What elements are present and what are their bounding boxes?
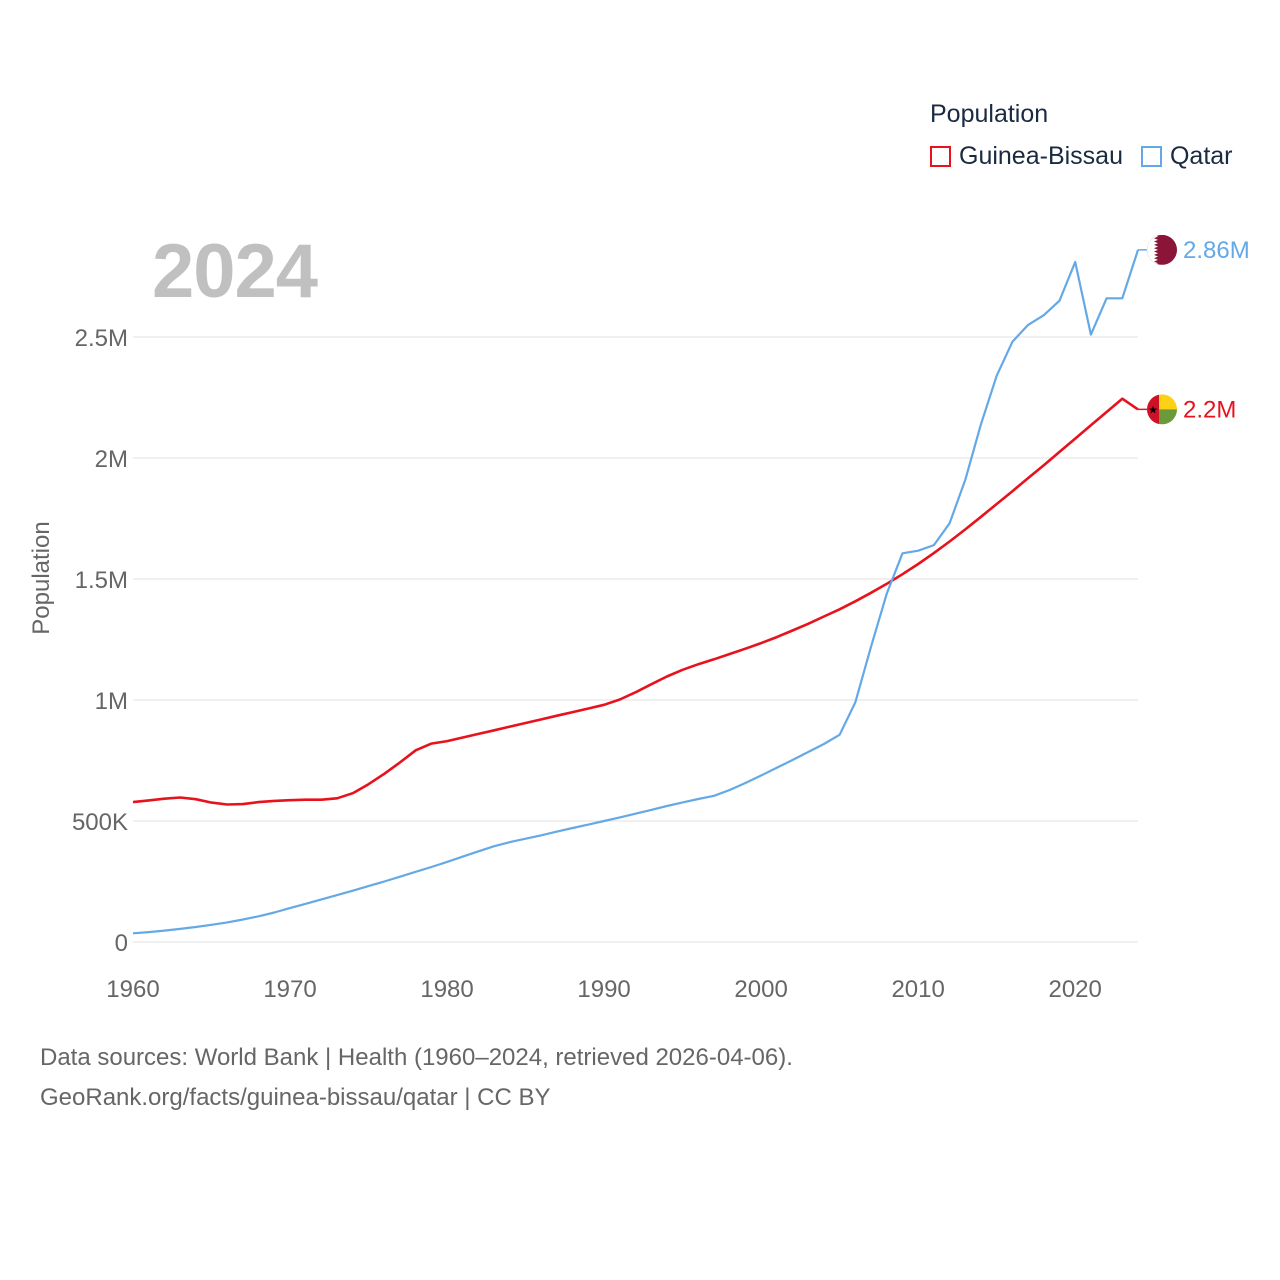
flag-white-serrated-band [1147,234,1158,265]
x-tick-label: 2020 [1048,976,1101,1003]
end-label-guinea-bissau: 2.2M [1183,396,1236,423]
legend-swatch-qatar [1140,146,1162,167]
y-tick-label: 1M [95,688,128,715]
x-tick-label: 1980 [420,976,473,1003]
x-tick-label: 1960 [106,976,159,1003]
legend-label-qatar: Qatar [1169,142,1233,170]
y-tick-label: 2.5M [75,325,128,352]
y-tick-label: 1.5M [75,567,128,594]
x-tick-label: 2010 [891,976,944,1003]
legend-item-qatar[interactable]: Qatar [1140,142,1233,171]
year-label: 2024 [152,229,318,314]
y-axis-label: Population [28,521,55,635]
end-label-qatar: 2.86M [1183,237,1250,264]
flag-red-band [1147,394,1159,425]
legend-swatch-guinea-bissau [930,146,951,167]
x-tick-label: 1970 [263,976,316,1003]
series-line-guinea-bissau [132,397,1139,806]
legend-label-guinea-bissau: Guinea-Bissau [959,142,1123,170]
x-tick-label: 1990 [577,976,630,1003]
y-tick-label: 0 [115,930,128,957]
source-line-2: GeoRank.org/facts/guinea-bissau/qatar | … [40,1084,551,1111]
legend-item-guinea-bissau[interactable]: Guinea-Bissau [930,142,1123,171]
y-tick-label: 2M [95,446,128,473]
legend-title: Population [930,100,1049,128]
series-line-qatar [132,249,1140,935]
qatar-flag-icon [1147,234,1177,265]
source-line-1: Data sources: World Bank | Health (1960–… [40,1044,793,1071]
y-tick-label: 500K [72,809,128,836]
x-tick-label: 2000 [734,976,787,1003]
flag-star: ★ [1148,404,1158,416]
legend: Guinea-Bissau Qatar [930,142,1251,171]
